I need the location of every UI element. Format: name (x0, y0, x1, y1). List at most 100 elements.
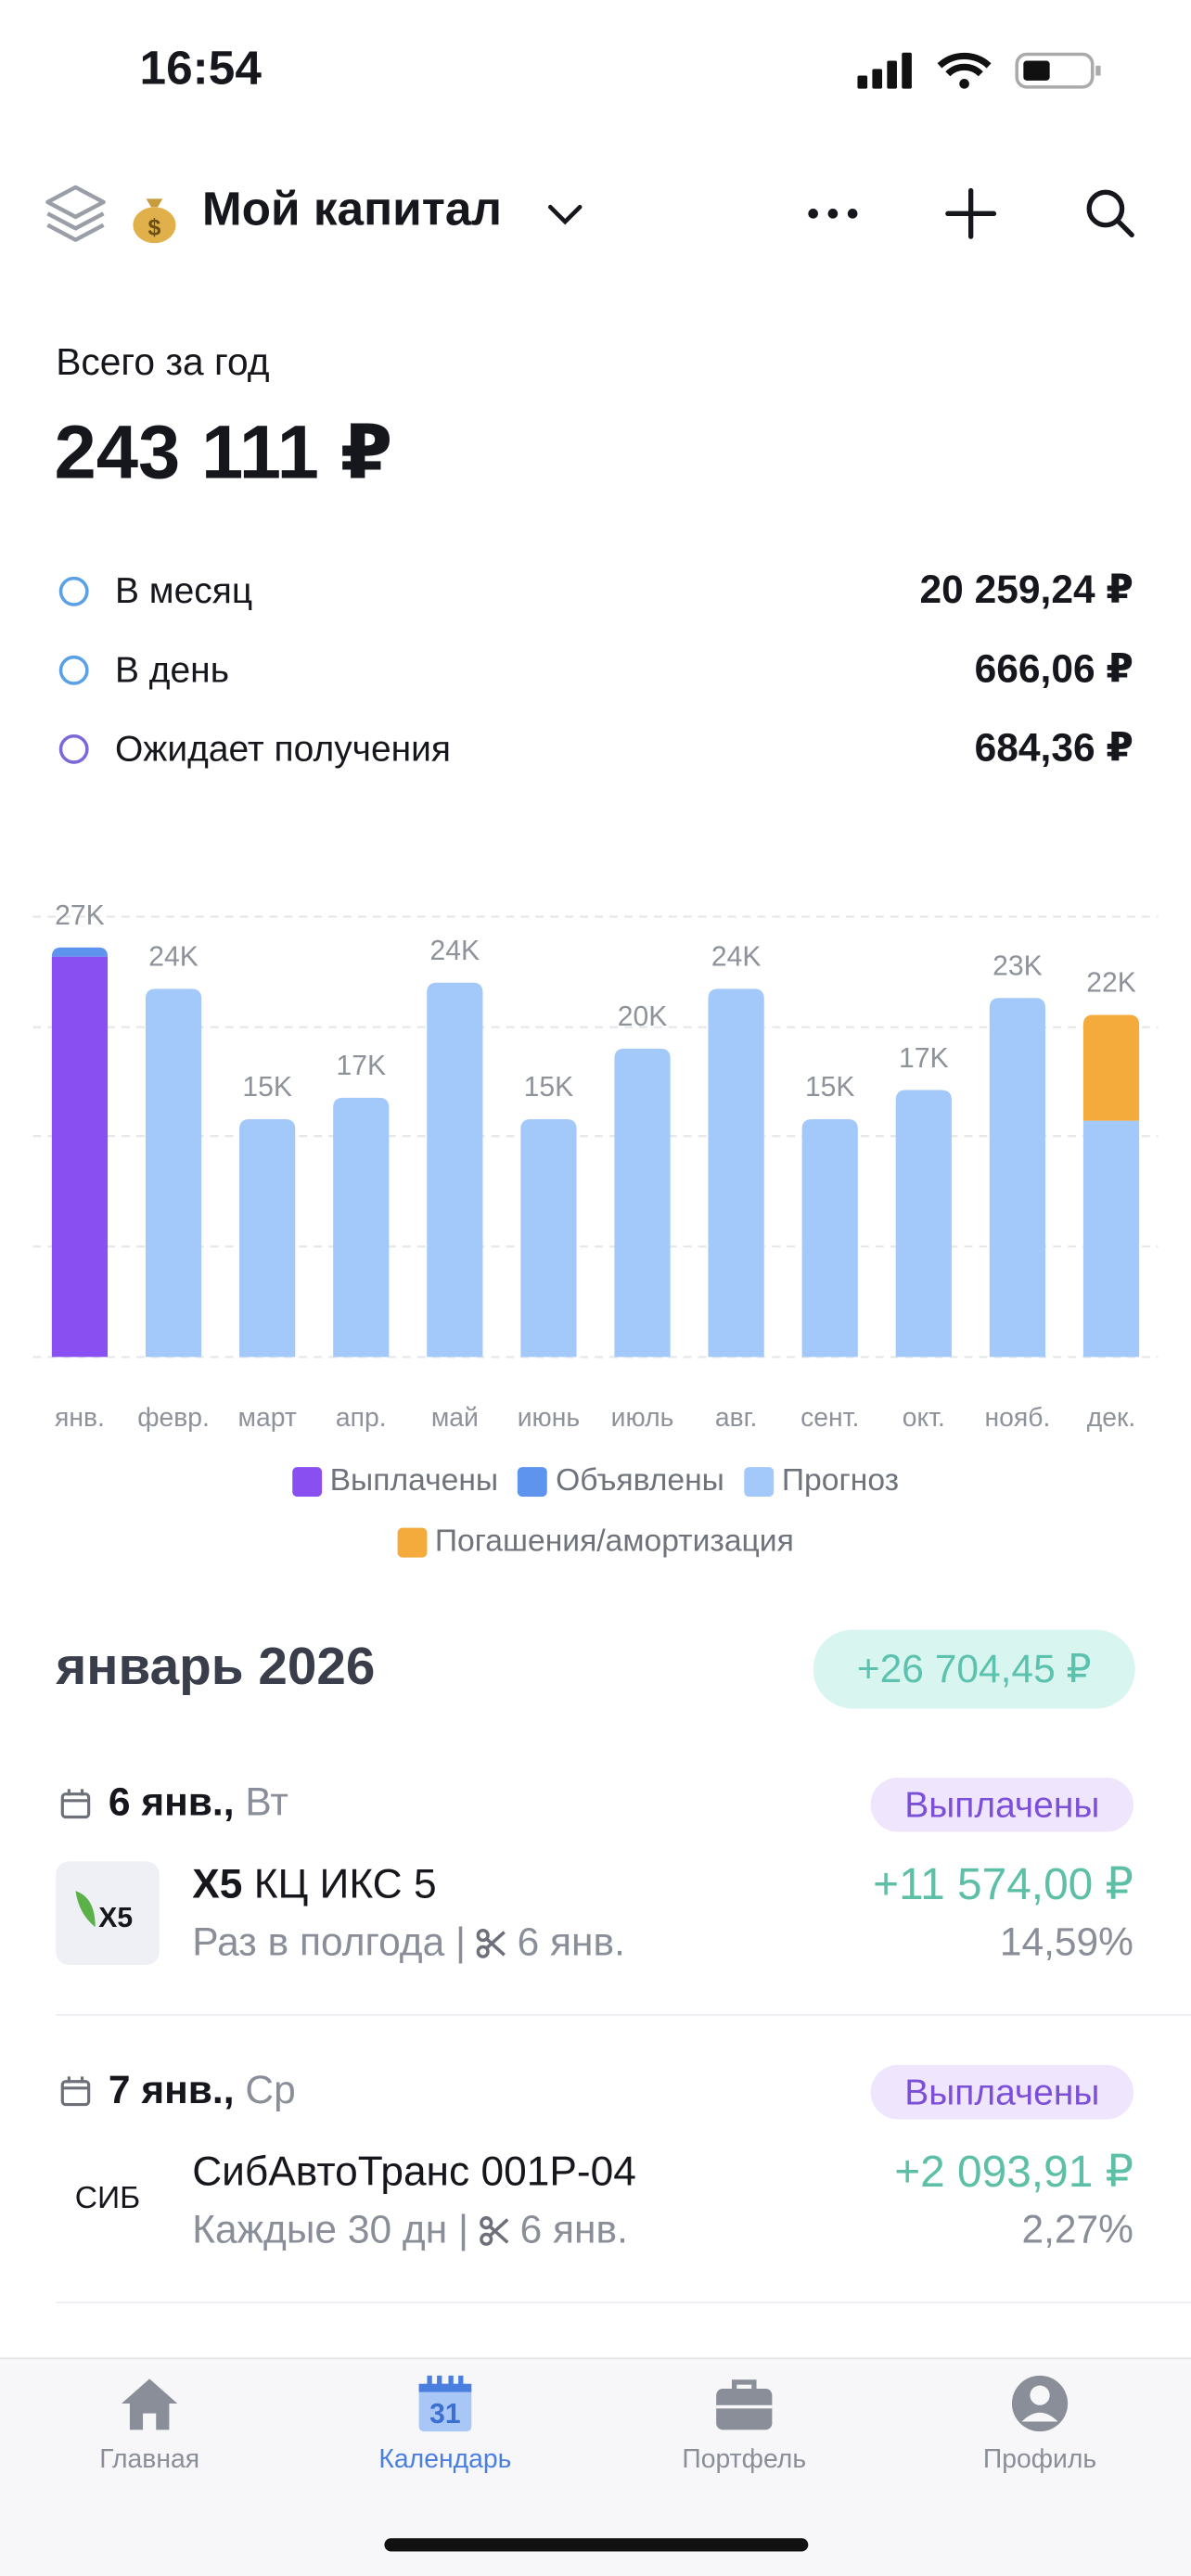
event-date-row: 7 янв., Ср (109, 2069, 296, 2115)
separator (56, 2014, 1191, 2016)
bar-chart: 27K янв. 24K февр. 15K март 17K апр. 24K май 15K ию… (32, 900, 1159, 1433)
status-badge: Выплачены (870, 1777, 1133, 1832)
bar-segment (801, 1118, 858, 1358)
row-label: В месяц (114, 569, 253, 612)
bar-segment (614, 1048, 671, 1358)
value-label: 20K (618, 1001, 668, 1032)
x-tick-label: дек. (1087, 1403, 1136, 1433)
row-marker (58, 733, 89, 764)
status-badge: Выплачены (870, 2065, 1133, 2120)
security-title: КЦ ИКС 5 (253, 1861, 437, 1907)
month-total: +26 704,45 ₽ (813, 1629, 1135, 1709)
x-tick-label: янв. (55, 1403, 105, 1433)
home-indicator (384, 2538, 809, 2552)
logo-text: X5 (98, 1902, 134, 1934)
row-marker (58, 655, 89, 685)
row-label: Ожидает получения (114, 727, 452, 770)
tab-calendar[interactable]: 31 Календарь (322, 2374, 569, 2476)
x-tick-label: нояб. (984, 1403, 1050, 1433)
event-date: 6 янв., (108, 1780, 235, 1826)
security-name[interactable]: СибАвтоТранс 001Р-04 (192, 2149, 636, 2195)
layers-icon[interactable] (43, 181, 109, 247)
legend: Выплачены Объявлены Прогноз Погашения/аморт… (0, 1456, 1191, 1577)
value-label: 24K (148, 942, 198, 973)
add-button[interactable] (944, 187, 997, 240)
legend-swatch (397, 1527, 427, 1558)
cut-date: 6 янв. (517, 1920, 625, 1965)
x-tick-label: авг. (715, 1403, 758, 1433)
value-label: 15K (805, 1072, 855, 1103)
legend-swatch (291, 1467, 322, 1498)
legend-label: Погашения/амортизация (434, 1524, 794, 1560)
home-icon (122, 2378, 178, 2430)
bar-segment (708, 988, 764, 1358)
status-time: 16:54 (139, 43, 262, 96)
x-tick-label: июнь (518, 1403, 580, 1433)
security-schedule: Каждые 30 дн | (192, 2208, 469, 2253)
security-schedule: Раз в полгода | (192, 1920, 467, 1965)
bar-segment (520, 1118, 577, 1358)
tab-portfolio[interactable]: Портфель (621, 2374, 867, 2476)
security-name[interactable]: X5 КЦ ИКС 5 (192, 1861, 436, 1908)
tab-label: Профиль (982, 2446, 1097, 2475)
value-label: 17K (899, 1043, 949, 1074)
calendar-day: 31 (429, 2399, 460, 2429)
event-amount: +2 093,91 ₽ (894, 2147, 1133, 2197)
value-label: 27K (55, 900, 105, 931)
value-label: 23K (992, 950, 1043, 981)
search-button[interactable] (1084, 187, 1137, 240)
cut-date: 6 янв. (519, 2208, 628, 2253)
legend-swatch (744, 1467, 775, 1498)
value-label: 22K (1086, 968, 1136, 999)
svg-text:$: $ (148, 215, 161, 240)
tab-label: Главная (99, 2446, 200, 2475)
row-value: 684,36 ₽ (974, 726, 1133, 771)
event-yield: 14,59% (999, 1920, 1133, 1965)
value-label: 15K (242, 1072, 292, 1103)
legend-swatch (518, 1467, 548, 1498)
calendar-tab-icon: 31 (418, 2375, 472, 2432)
x-tick-label: июль (611, 1403, 674, 1433)
value-label: 17K (336, 1051, 386, 1081)
calendar-icon (60, 2076, 91, 2107)
bar-segment (51, 956, 109, 1358)
row-marker (58, 576, 89, 606)
year-label: Всего за год (56, 339, 270, 383)
chevron-down[interactable] (545, 200, 585, 230)
bar-segment (333, 1097, 390, 1358)
status-icons (857, 52, 1101, 89)
x-tick-label: февр. (137, 1403, 210, 1433)
portfolio-title[interactable]: Мой капитал (201, 184, 503, 237)
value-label: 15K (524, 1072, 574, 1103)
separator (56, 2302, 1191, 2303)
tab-profile[interactable]: Профиль (916, 2374, 1163, 2476)
legend-label: Выплачены (329, 1463, 499, 1498)
x-tick-label: окт. (903, 1403, 945, 1433)
event-yield: 2,27% (1021, 2208, 1133, 2253)
x-tick-label: сент. (800, 1403, 859, 1433)
x-tick-label: апр. (336, 1403, 387, 1433)
event-weekday: Ср (245, 2068, 296, 2113)
event-date-row: 6 янв., Вт (109, 1781, 288, 1828)
row-value: 20 259,24 ₽ (919, 568, 1133, 613)
bar-segment (239, 1118, 296, 1358)
bar-segment (1082, 1120, 1140, 1358)
profile-icon (1011, 2375, 1069, 2432)
bar-segment (51, 947, 109, 957)
tab-label: Портфель (682, 2446, 807, 2475)
bar-segment (145, 988, 202, 1358)
legend-item: Прогноз (744, 1456, 899, 1509)
legend-item: Объявлены (518, 1456, 724, 1509)
money-bag-icon: $ (133, 198, 176, 244)
briefcase-icon (716, 2379, 773, 2430)
security-logo: X5 (56, 1861, 160, 1965)
value-label: 24K (430, 936, 480, 966)
tab-home[interactable]: Главная (26, 2374, 273, 2476)
legend-item: Выплачены (291, 1456, 499, 1509)
more-button[interactable] (805, 198, 861, 230)
logo-text: СИБ (74, 2181, 141, 2217)
bar-segment (895, 1090, 952, 1358)
row-label: В день (114, 648, 230, 691)
bar-segment (1082, 1014, 1140, 1121)
